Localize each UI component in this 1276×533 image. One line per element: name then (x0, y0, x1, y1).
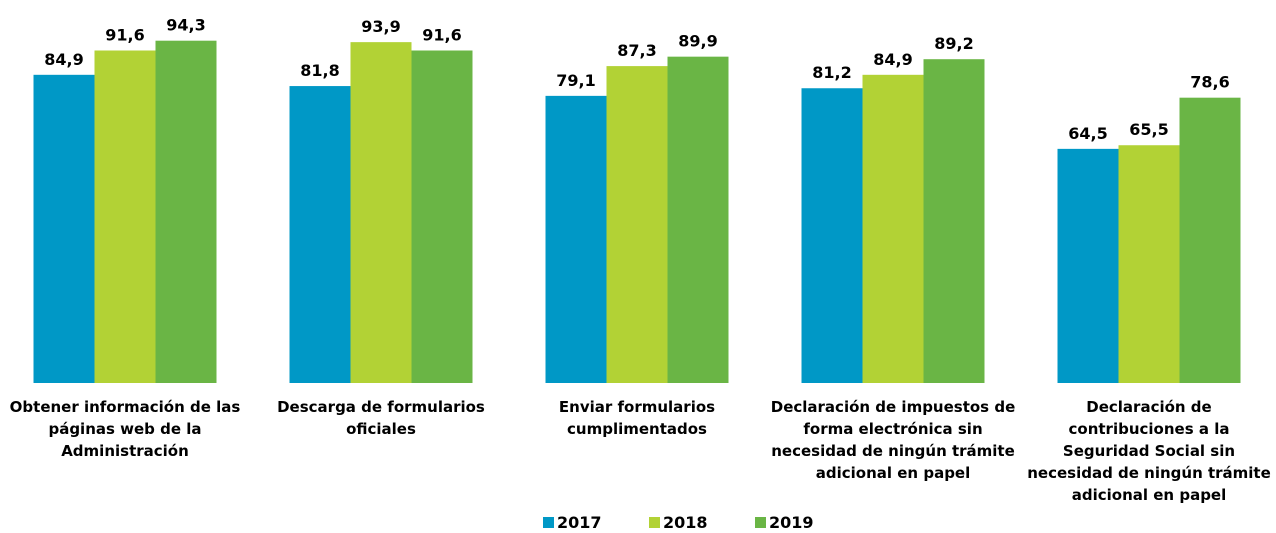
value-label: 94,3 (166, 16, 205, 35)
value-label: 89,9 (678, 32, 717, 51)
x-tick-label: Obtener información de las páginas web d… (9, 398, 241, 460)
bar (350, 42, 412, 383)
value-label: 91,6 (422, 25, 461, 44)
value-label: 79,1 (556, 71, 595, 90)
bar (1057, 148, 1119, 383)
value-label: 65,5 (1129, 120, 1168, 139)
x-tick-label: Declaración de impuestos de forma electr… (770, 398, 1016, 482)
bar (606, 66, 668, 383)
legend-label: 2018 (663, 513, 708, 532)
legend-swatch (755, 517, 766, 528)
x-tick-label: Descarga de formularios oficiales (277, 398, 485, 438)
legend-label: 2019 (769, 513, 814, 532)
value-label: 81,2 (812, 63, 851, 82)
bar (33, 74, 95, 384)
value-label: 64,5 (1068, 124, 1107, 143)
value-label: 87,3 (617, 41, 656, 60)
legend-swatch (543, 517, 554, 528)
value-label: 91,6 (105, 25, 144, 44)
bar (862, 74, 924, 384)
value-label: 81,8 (300, 61, 339, 80)
bar (1118, 145, 1180, 383)
value-label: 84,9 (873, 50, 912, 69)
bar (155, 40, 217, 383)
bar (411, 50, 473, 383)
bar (545, 95, 607, 383)
bar (289, 86, 351, 383)
x-tick-label: Declaración de contribuciones a la Segur… (1027, 398, 1271, 504)
legend-swatch (649, 517, 660, 528)
value-label: 84,9 (44, 50, 83, 69)
bar (667, 56, 729, 384)
value-label: 89,2 (934, 34, 973, 53)
bar (923, 59, 985, 383)
legend-label: 2017 (557, 513, 602, 532)
bar (801, 88, 863, 383)
value-label: 93,9 (361, 17, 400, 36)
x-tick-label: Enviar formularios cumplimentados (558, 398, 716, 438)
bar (94, 50, 156, 383)
value-label: 78,6 (1190, 73, 1229, 92)
bar (1179, 97, 1241, 383)
